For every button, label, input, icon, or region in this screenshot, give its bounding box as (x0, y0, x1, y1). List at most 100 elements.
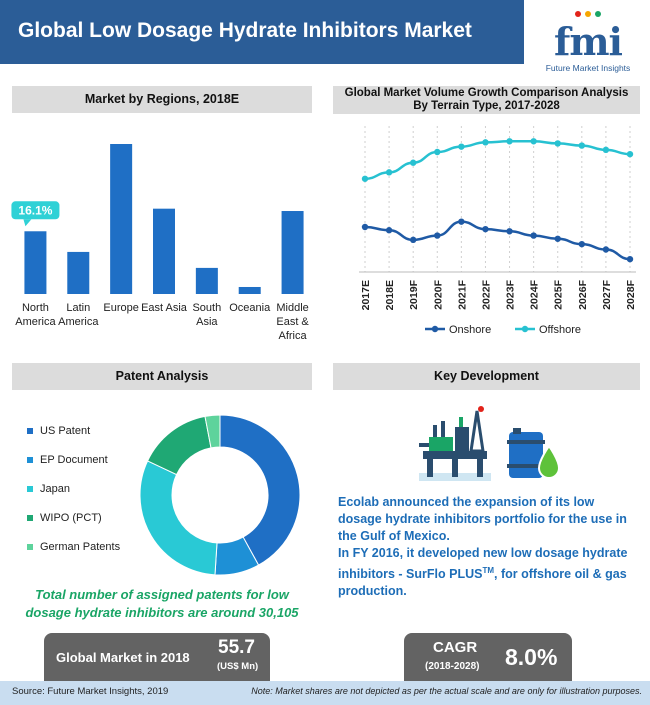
cagr-label: CAGR (433, 639, 478, 656)
volume-header-line2: By Terrain Type, 2017-2028 (413, 100, 560, 112)
legend-swatch (27, 457, 33, 464)
point-offshore (602, 146, 610, 154)
legend-swatch (27, 486, 33, 493)
point-onshore (602, 246, 610, 253)
footer-note: Note: Market shares are not depicted as … (251, 686, 642, 696)
global-market-unit: (US$ Mn) (217, 661, 259, 672)
patent-note-line2: dosage hydrate inhibitors are around 30,… (25, 605, 299, 620)
callout-pointer (23, 219, 32, 227)
bar-2 (110, 144, 133, 294)
bar-label: Oceania (229, 302, 271, 314)
trademark-mark: TM (482, 566, 495, 575)
point-offshore (554, 140, 561, 147)
point-onshore (506, 228, 513, 235)
point-onshore (458, 218, 465, 225)
title-bar (0, 0, 524, 64)
footer (0, 681, 650, 705)
volume-header-line1: Global Market Volume Growth Comparison A… (344, 87, 629, 99)
legend-label: Offshore (539, 324, 581, 336)
point-onshore (626, 255, 634, 263)
bar-label: East Asia (141, 302, 188, 314)
series-line-offshore (364, 140, 631, 181)
fmi-logo: fmi Future Market Insights (532, 4, 644, 73)
bar-label: South (192, 302, 221, 314)
bar-label: East & (276, 316, 309, 328)
legend-label: Japan (40, 483, 70, 495)
point-offshore (506, 138, 513, 145)
cagr-box (404, 633, 572, 681)
legend-label: US Patent (40, 425, 91, 437)
legend-label: WIPO (PCT) (40, 512, 102, 524)
point-offshore (409, 159, 417, 166)
point-onshore (578, 240, 586, 248)
x-tick-label: 2022F (480, 279, 492, 309)
donut-slice-0 (219, 414, 301, 566)
patent-donut-chart (135, 410, 305, 580)
cagr-range: (2018-2028) (425, 661, 480, 672)
point-offshore (458, 143, 465, 150)
x-tick-label: 2017E (360, 280, 372, 310)
bar-1 (67, 251, 90, 294)
legend-label: German Patents (40, 541, 121, 553)
x-tick-label: 2025F (553, 279, 565, 309)
logo-letters: fmi (554, 19, 623, 64)
kd-paragraph-2-pre: In FY 2016, it developed new low dosage … (338, 546, 628, 582)
regions-bar-chart: North America 16.1% Latin America Europe East … (10, 118, 310, 358)
callout-bubble (11, 201, 60, 220)
point-onshore (409, 236, 417, 244)
bar-label: Asia (196, 316, 218, 328)
bar-label: Latin (66, 302, 90, 314)
legend-marker (431, 325, 439, 333)
x-tick-label: 2023F (505, 279, 517, 309)
legend-swatch (27, 428, 33, 435)
volume-line-chart: 2017E 2018E 2019F 2020F 2021F 2022F 2023F 2024F… (335, 118, 640, 358)
callout-label: 16.1% (18, 203, 52, 217)
point-offshore (482, 139, 489, 146)
x-tick-label: 2021F (456, 279, 468, 309)
x-tick-label: 2026F (577, 279, 589, 309)
global-market-value: 55.7 (218, 637, 255, 658)
bar-label: North (22, 302, 49, 314)
donut-slice-3 (146, 415, 212, 476)
legend-swatch (27, 515, 33, 522)
key-development-section-header: Key Development (333, 363, 640, 390)
oil-rig-icon (415, 403, 495, 485)
bar-label: Africa (279, 330, 308, 342)
point-offshore (530, 138, 537, 145)
bar-label: Middle (276, 302, 308, 314)
global-market-label: Global Market in 2018 (56, 650, 190, 665)
point-offshore (361, 175, 369, 182)
footer-source: Source: Future Market Insights, 2019 (12, 686, 169, 697)
legend-marker (521, 325, 529, 333)
logo-dots (532, 4, 644, 22)
patent-note-line1: Total number of assigned patents for low (35, 587, 289, 602)
bar-label: America (58, 316, 99, 328)
point-onshore (385, 227, 393, 234)
bar-4 (195, 267, 218, 294)
bar-label: America (15, 316, 56, 328)
point-offshore (578, 142, 586, 149)
x-tick-label: 2024F (529, 279, 541, 309)
global-market-box (44, 633, 270, 681)
series-line-onshore (364, 220, 631, 261)
point-offshore (434, 148, 441, 156)
legend-item-wipo: WIPO (PCT) (27, 511, 102, 525)
x-tick-label: 2018E (384, 280, 396, 310)
logo-subtitle: Future Market Insights (545, 63, 631, 73)
legend-item-us-patent: US Patent (27, 424, 90, 438)
x-tick-label: 2020F (432, 279, 444, 309)
bar-3 (153, 208, 175, 294)
point-onshore (530, 232, 537, 239)
volume-line-svg: 2017E 2018E 2019F 2020F 2021F 2022F 2023F 2024F… (359, 126, 637, 336)
regions-section-header: Market by Regions, 2018E (12, 86, 312, 113)
bar-0 (24, 231, 47, 294)
chemical-barrel-icon (505, 422, 567, 484)
cagr-value: 8.0% (505, 644, 558, 670)
bar-6 (281, 211, 304, 294)
kd-paragraph-1: Ecolab announced the expansion of its lo… (338, 495, 627, 543)
volume-section-header: Global Market Volume Growth Comparison A… (333, 86, 640, 114)
patent-section-header: Patent Analysis (12, 363, 312, 390)
page-title: Global Low Dosage Hydrate Inhibitors Mar… (18, 19, 472, 42)
x-tick-label: 2027F (601, 279, 613, 309)
point-onshore (361, 223, 369, 231)
